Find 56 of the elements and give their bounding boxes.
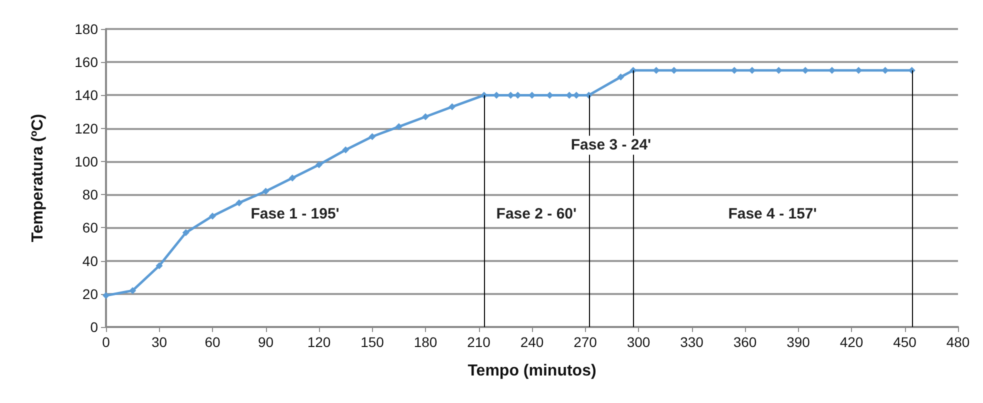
point xyxy=(448,103,456,110)
annotation: Fase 4 - 157' xyxy=(728,205,817,222)
point xyxy=(342,146,350,154)
y-axis-title: Temperatura (ºC) xyxy=(30,114,46,242)
point xyxy=(182,229,190,236)
x-tick-label: 480 xyxy=(946,334,970,350)
point xyxy=(102,292,110,300)
point xyxy=(802,66,809,74)
x-tick-label: 150 xyxy=(360,334,384,350)
point xyxy=(422,113,429,120)
x-tick-label: 390 xyxy=(786,334,810,350)
x-tick-label: 330 xyxy=(680,334,704,350)
point xyxy=(156,262,163,270)
point xyxy=(670,66,678,74)
point xyxy=(368,133,376,140)
x-tick-label: 360 xyxy=(733,334,757,350)
x-tick-label: 30 xyxy=(151,334,168,350)
y-tick-label: 180 xyxy=(74,21,98,37)
x-tick-label: 300 xyxy=(626,334,650,350)
point xyxy=(262,188,270,195)
point xyxy=(493,92,500,99)
x-tick-label: 60 xyxy=(204,334,220,350)
point xyxy=(617,74,624,81)
x-tick-label: 90 xyxy=(258,334,274,350)
point xyxy=(775,66,782,74)
point xyxy=(316,161,322,168)
annotation: Fase 1 - 195' xyxy=(250,205,340,222)
point xyxy=(395,123,402,130)
x-axis-title: Tempo (minutos) xyxy=(468,362,596,380)
y-tick-label: 140 xyxy=(74,87,98,104)
x-tick-label: 120 xyxy=(307,334,331,350)
x-tick-label: 450 xyxy=(893,334,917,350)
y-tick-label: 0 xyxy=(90,319,98,335)
x-tick-label: 0 xyxy=(102,334,110,350)
point xyxy=(129,287,136,294)
x-tick-label: 210 xyxy=(467,334,491,350)
annotation: Fase 2 - 60' xyxy=(496,205,577,222)
point xyxy=(882,66,889,74)
x-tick-label: 420 xyxy=(840,334,864,350)
point xyxy=(730,66,738,74)
x-tick-label: 240 xyxy=(520,334,544,350)
y-tick-label: 60 xyxy=(82,220,98,236)
y-tick-label: 120 xyxy=(74,120,98,136)
point xyxy=(288,174,296,182)
x-tick-label: 270 xyxy=(574,334,598,350)
y-tick-label: 160 xyxy=(74,54,98,70)
y-tick-label: 40 xyxy=(82,252,98,269)
y-tick-label: 20 xyxy=(82,286,98,302)
x-tick-label: 180 xyxy=(414,334,438,350)
y-tick-label: 100 xyxy=(74,153,98,170)
point xyxy=(652,66,660,74)
point xyxy=(236,199,243,206)
annotation: Fase 3 - 24' xyxy=(570,136,652,154)
point xyxy=(209,212,216,220)
y-tick-label: 80 xyxy=(82,186,98,203)
point xyxy=(528,92,536,99)
